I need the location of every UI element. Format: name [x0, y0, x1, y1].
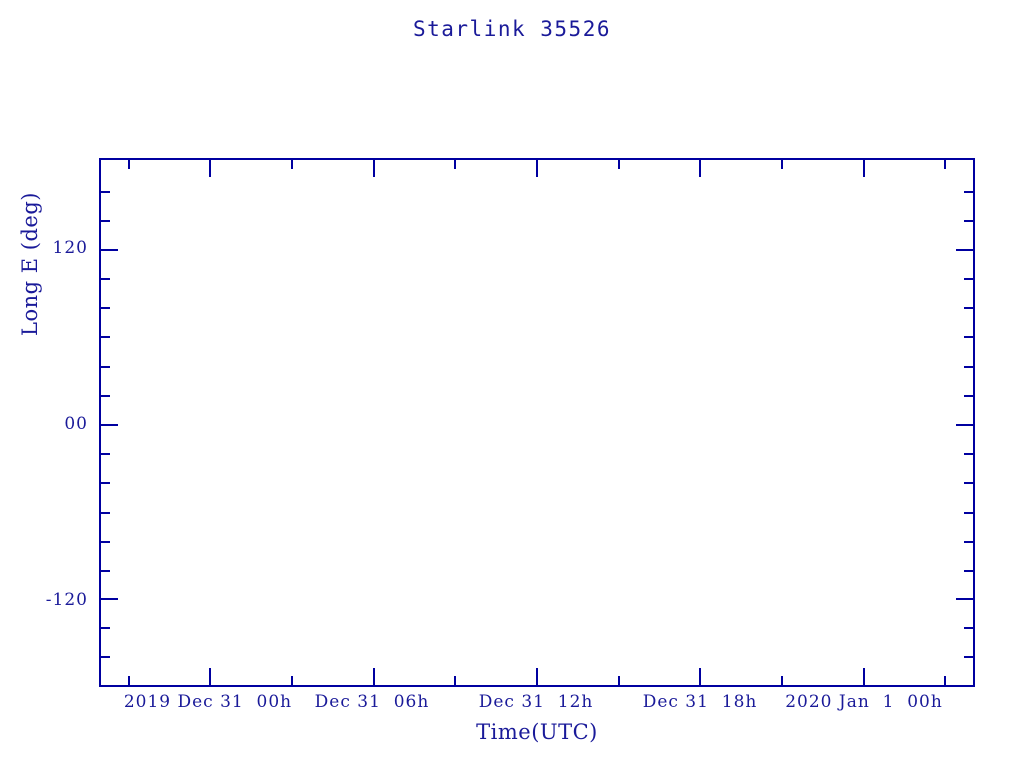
- y-axis-major-tick: [101, 249, 118, 251]
- x-axis-tick-label: 2020 Jan 1 00h: [785, 692, 943, 712]
- y-axis-minor-tick: [101, 220, 110, 222]
- x-axis-major-tick: [536, 160, 538, 177]
- y-axis-minor-tick: [964, 307, 973, 309]
- y-axis-minor-tick: [101, 512, 110, 514]
- y-axis-minor-tick: [964, 395, 973, 397]
- x-axis-minor-tick: [944, 676, 946, 685]
- x-axis-minor-tick: [128, 676, 130, 685]
- y-axis-minor-tick: [101, 482, 110, 484]
- x-axis-major-tick: [373, 668, 375, 685]
- y-axis-minor-tick: [101, 570, 110, 572]
- x-axis-title: Time(UTC): [99, 720, 975, 744]
- x-axis-minor-tick: [128, 160, 130, 169]
- y-axis-tick-label: -120: [46, 590, 88, 610]
- y-axis-minor-tick: [964, 627, 973, 629]
- data-series-layer: [101, 160, 973, 685]
- y-axis-minor-tick: [101, 395, 110, 397]
- y-axis-minor-tick: [101, 453, 110, 455]
- x-axis-tick-label: Dec 31 06h: [315, 692, 430, 712]
- x-axis-minor-tick: [618, 160, 620, 169]
- y-axis-minor-tick: [964, 366, 973, 368]
- y-axis-minor-tick: [101, 191, 110, 193]
- x-axis-minor-tick: [291, 676, 293, 685]
- y-axis-tick-labels: 120 00 -120: [0, 158, 88, 687]
- x-axis-tick-label: Dec 31 12h: [479, 692, 594, 712]
- y-axis-minor-tick: [964, 453, 973, 455]
- y-axis-minor-tick: [101, 307, 110, 309]
- y-axis-minor-tick: [101, 336, 110, 338]
- x-axis-major-tick: [699, 668, 701, 685]
- x-axis-minor-tick: [781, 160, 783, 169]
- x-axis-minor-tick: [781, 676, 783, 685]
- y-axis-minor-tick: [964, 570, 973, 572]
- y-axis-minor-tick: [964, 512, 973, 514]
- y-axis-title: Long E (deg): [16, 164, 44, 364]
- y-axis-minor-tick: [964, 336, 973, 338]
- y-axis-minor-tick: [964, 191, 973, 193]
- x-axis-major-tick: [209, 668, 211, 685]
- y-axis-tick-label: 120: [53, 238, 88, 258]
- y-axis-minor-tick: [964, 541, 973, 543]
- y-axis-minor-tick: [101, 627, 110, 629]
- y-axis-minor-tick: [964, 656, 973, 658]
- plot-area: [99, 158, 975, 687]
- x-axis-major-tick: [699, 160, 701, 177]
- y-axis-minor-tick: [101, 541, 110, 543]
- y-axis-minor-tick: [964, 278, 973, 280]
- y-axis-minor-tick: [101, 278, 110, 280]
- x-axis-tick-label: Dec 31 18h: [643, 692, 758, 712]
- y-axis-minor-tick: [101, 366, 110, 368]
- x-axis-minor-tick: [454, 676, 456, 685]
- x-axis-major-tick: [863, 160, 865, 177]
- x-axis-major-tick: [373, 160, 375, 177]
- y-axis-tick-label: 00: [64, 414, 88, 434]
- y-axis-major-tick: [956, 424, 973, 426]
- x-axis-tick-label: 2019 Dec 31 00h: [124, 692, 292, 712]
- x-axis-minor-tick: [454, 160, 456, 169]
- y-axis-minor-tick: [101, 656, 110, 658]
- y-axis-minor-tick: [964, 220, 973, 222]
- x-axis-major-tick: [863, 668, 865, 685]
- x-axis-tick-labels: 2019 Dec 31 00h Dec 31 06h Dec 31 12h Dec 3…: [99, 692, 975, 716]
- y-axis-minor-tick: [964, 482, 973, 484]
- x-axis-minor-tick: [944, 160, 946, 169]
- x-axis-minor-tick: [618, 676, 620, 685]
- y-axis-major-tick: [101, 424, 118, 426]
- y-axis-major-tick: [101, 598, 118, 600]
- y-axis-major-tick: [956, 598, 973, 600]
- x-axis-minor-tick: [291, 160, 293, 169]
- y-axis-major-tick: [956, 249, 973, 251]
- x-axis-major-tick: [209, 160, 211, 177]
- chart-title: Starlink 35526: [0, 17, 1024, 41]
- x-axis-major-tick: [536, 668, 538, 685]
